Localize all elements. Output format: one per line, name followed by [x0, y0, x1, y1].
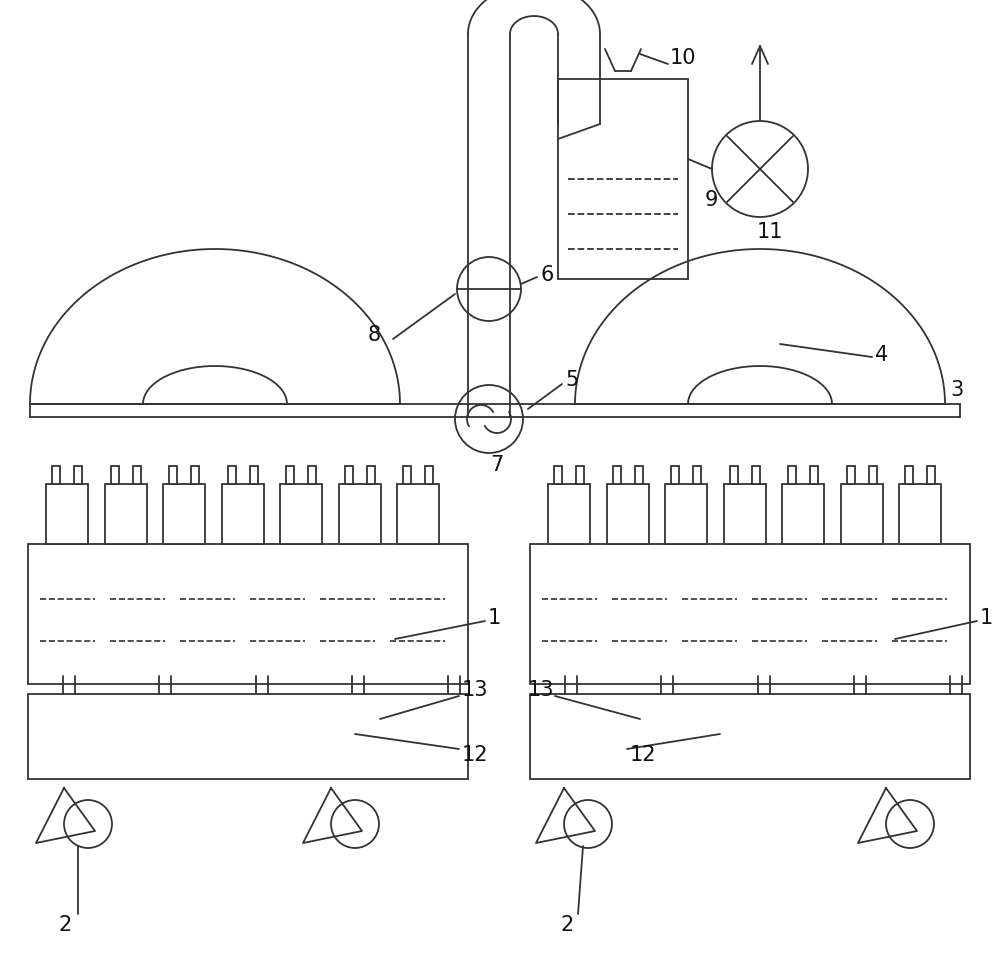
- Text: 2: 2: [58, 914, 71, 934]
- Bar: [250, 467, 258, 485]
- Circle shape: [455, 386, 523, 453]
- Text: 13: 13: [462, 679, 488, 700]
- Circle shape: [331, 800, 379, 848]
- Bar: [530, 544, 970, 684]
- Circle shape: [886, 800, 934, 848]
- Bar: [28, 695, 468, 780]
- Bar: [752, 467, 760, 485]
- Circle shape: [64, 800, 112, 848]
- Text: 6: 6: [540, 265, 553, 284]
- Bar: [133, 467, 141, 485]
- Bar: [671, 467, 679, 485]
- Text: 5: 5: [565, 369, 578, 390]
- Text: 12: 12: [630, 744, 656, 764]
- Bar: [345, 467, 353, 485]
- Bar: [46, 485, 88, 544]
- Bar: [52, 467, 60, 485]
- Text: 12: 12: [462, 744, 488, 764]
- Bar: [222, 485, 264, 544]
- Bar: [403, 467, 411, 485]
- Bar: [28, 544, 468, 684]
- Bar: [635, 467, 643, 485]
- Bar: [530, 695, 970, 780]
- Text: 11: 11: [757, 222, 784, 241]
- Bar: [841, 485, 883, 544]
- Circle shape: [457, 258, 521, 321]
- Text: 10: 10: [670, 48, 696, 68]
- Bar: [905, 467, 913, 485]
- Bar: [74, 467, 82, 485]
- Bar: [869, 467, 877, 485]
- Bar: [111, 467, 119, 485]
- Bar: [105, 485, 147, 544]
- Bar: [665, 485, 707, 544]
- Bar: [613, 467, 621, 485]
- Bar: [576, 467, 584, 485]
- Bar: [280, 485, 322, 544]
- Text: 1: 1: [488, 608, 501, 627]
- Bar: [730, 467, 738, 485]
- Bar: [169, 467, 177, 485]
- Bar: [228, 467, 236, 485]
- Bar: [693, 467, 701, 485]
- Bar: [163, 485, 205, 544]
- Bar: [558, 80, 688, 279]
- Bar: [397, 485, 439, 544]
- Bar: [788, 467, 796, 485]
- Bar: [724, 485, 766, 544]
- Bar: [191, 467, 199, 485]
- Circle shape: [564, 800, 612, 848]
- Bar: [782, 485, 824, 544]
- Bar: [425, 467, 433, 485]
- Text: 3: 3: [950, 380, 963, 400]
- Bar: [899, 485, 941, 544]
- Bar: [554, 467, 562, 485]
- Text: 9: 9: [705, 190, 718, 210]
- Bar: [927, 467, 935, 485]
- Bar: [548, 485, 590, 544]
- Text: 1: 1: [980, 608, 993, 627]
- Text: 13: 13: [528, 679, 554, 700]
- Bar: [810, 467, 818, 485]
- Bar: [367, 467, 375, 485]
- Text: 2: 2: [560, 914, 573, 934]
- Bar: [308, 467, 316, 485]
- Bar: [339, 485, 381, 544]
- Text: 8: 8: [368, 324, 381, 345]
- Text: 4: 4: [875, 345, 888, 364]
- Text: 7: 7: [490, 454, 503, 475]
- Bar: [286, 467, 294, 485]
- Bar: [607, 485, 649, 544]
- Bar: [847, 467, 855, 485]
- Circle shape: [712, 122, 808, 218]
